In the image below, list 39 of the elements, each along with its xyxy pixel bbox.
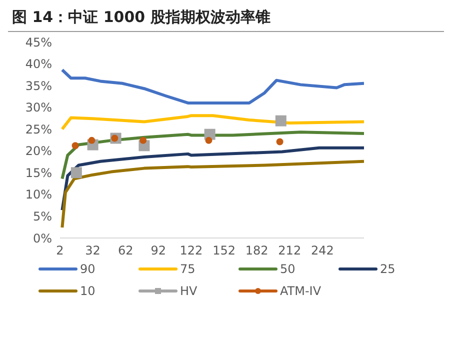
x-tick-label: 182 (245, 244, 268, 258)
point (276, 138, 284, 146)
y-tick-label: 25% (25, 122, 52, 136)
y-tick-label: 45% (25, 35, 52, 50)
x-tick-label: 122 (180, 244, 203, 258)
x-tick-label: 32 (85, 244, 100, 258)
y-tick-label: 30% (25, 100, 52, 115)
y-tick-label: 10% (25, 188, 52, 202)
y-tick-label: 40% (25, 57, 52, 72)
x-tick-label: 92 (150, 244, 166, 258)
y-tick-label: 5% (32, 209, 52, 224)
legend-label: 25 (380, 262, 396, 276)
legend-label: ATM-IV (280, 284, 322, 298)
x-tick-label: 212 (278, 244, 302, 258)
point (140, 136, 147, 144)
x-tick-label: 62 (118, 244, 134, 258)
y-tick-label: 15% (25, 166, 52, 180)
y-tick-label: 35% (25, 78, 52, 93)
y-tick-label: 0% (32, 231, 52, 246)
chart-title: 图 14：中证 1000 股指期权波动率锥 (8, 8, 444, 32)
legend-label: 50 (280, 262, 296, 276)
y-tick-label: 20% (25, 144, 52, 158)
point (70, 167, 82, 178)
line-series (60, 68, 364, 104)
line-series (60, 130, 364, 180)
x-tick-label: 2 (56, 244, 64, 258)
legend-label: 90 (80, 262, 96, 276)
point (88, 136, 96, 144)
legend-label: 75 (180, 262, 196, 276)
line-series (60, 160, 364, 230)
point (275, 115, 286, 126)
line-series (60, 114, 364, 131)
x-tick-label: 152 (212, 244, 236, 258)
point (205, 136, 212, 144)
legend-label: 10 (80, 284, 96, 298)
legend-label: HV (180, 284, 198, 298)
point (72, 142, 79, 150)
line-series (60, 146, 364, 212)
x-tick-label: 242 (310, 244, 334, 258)
